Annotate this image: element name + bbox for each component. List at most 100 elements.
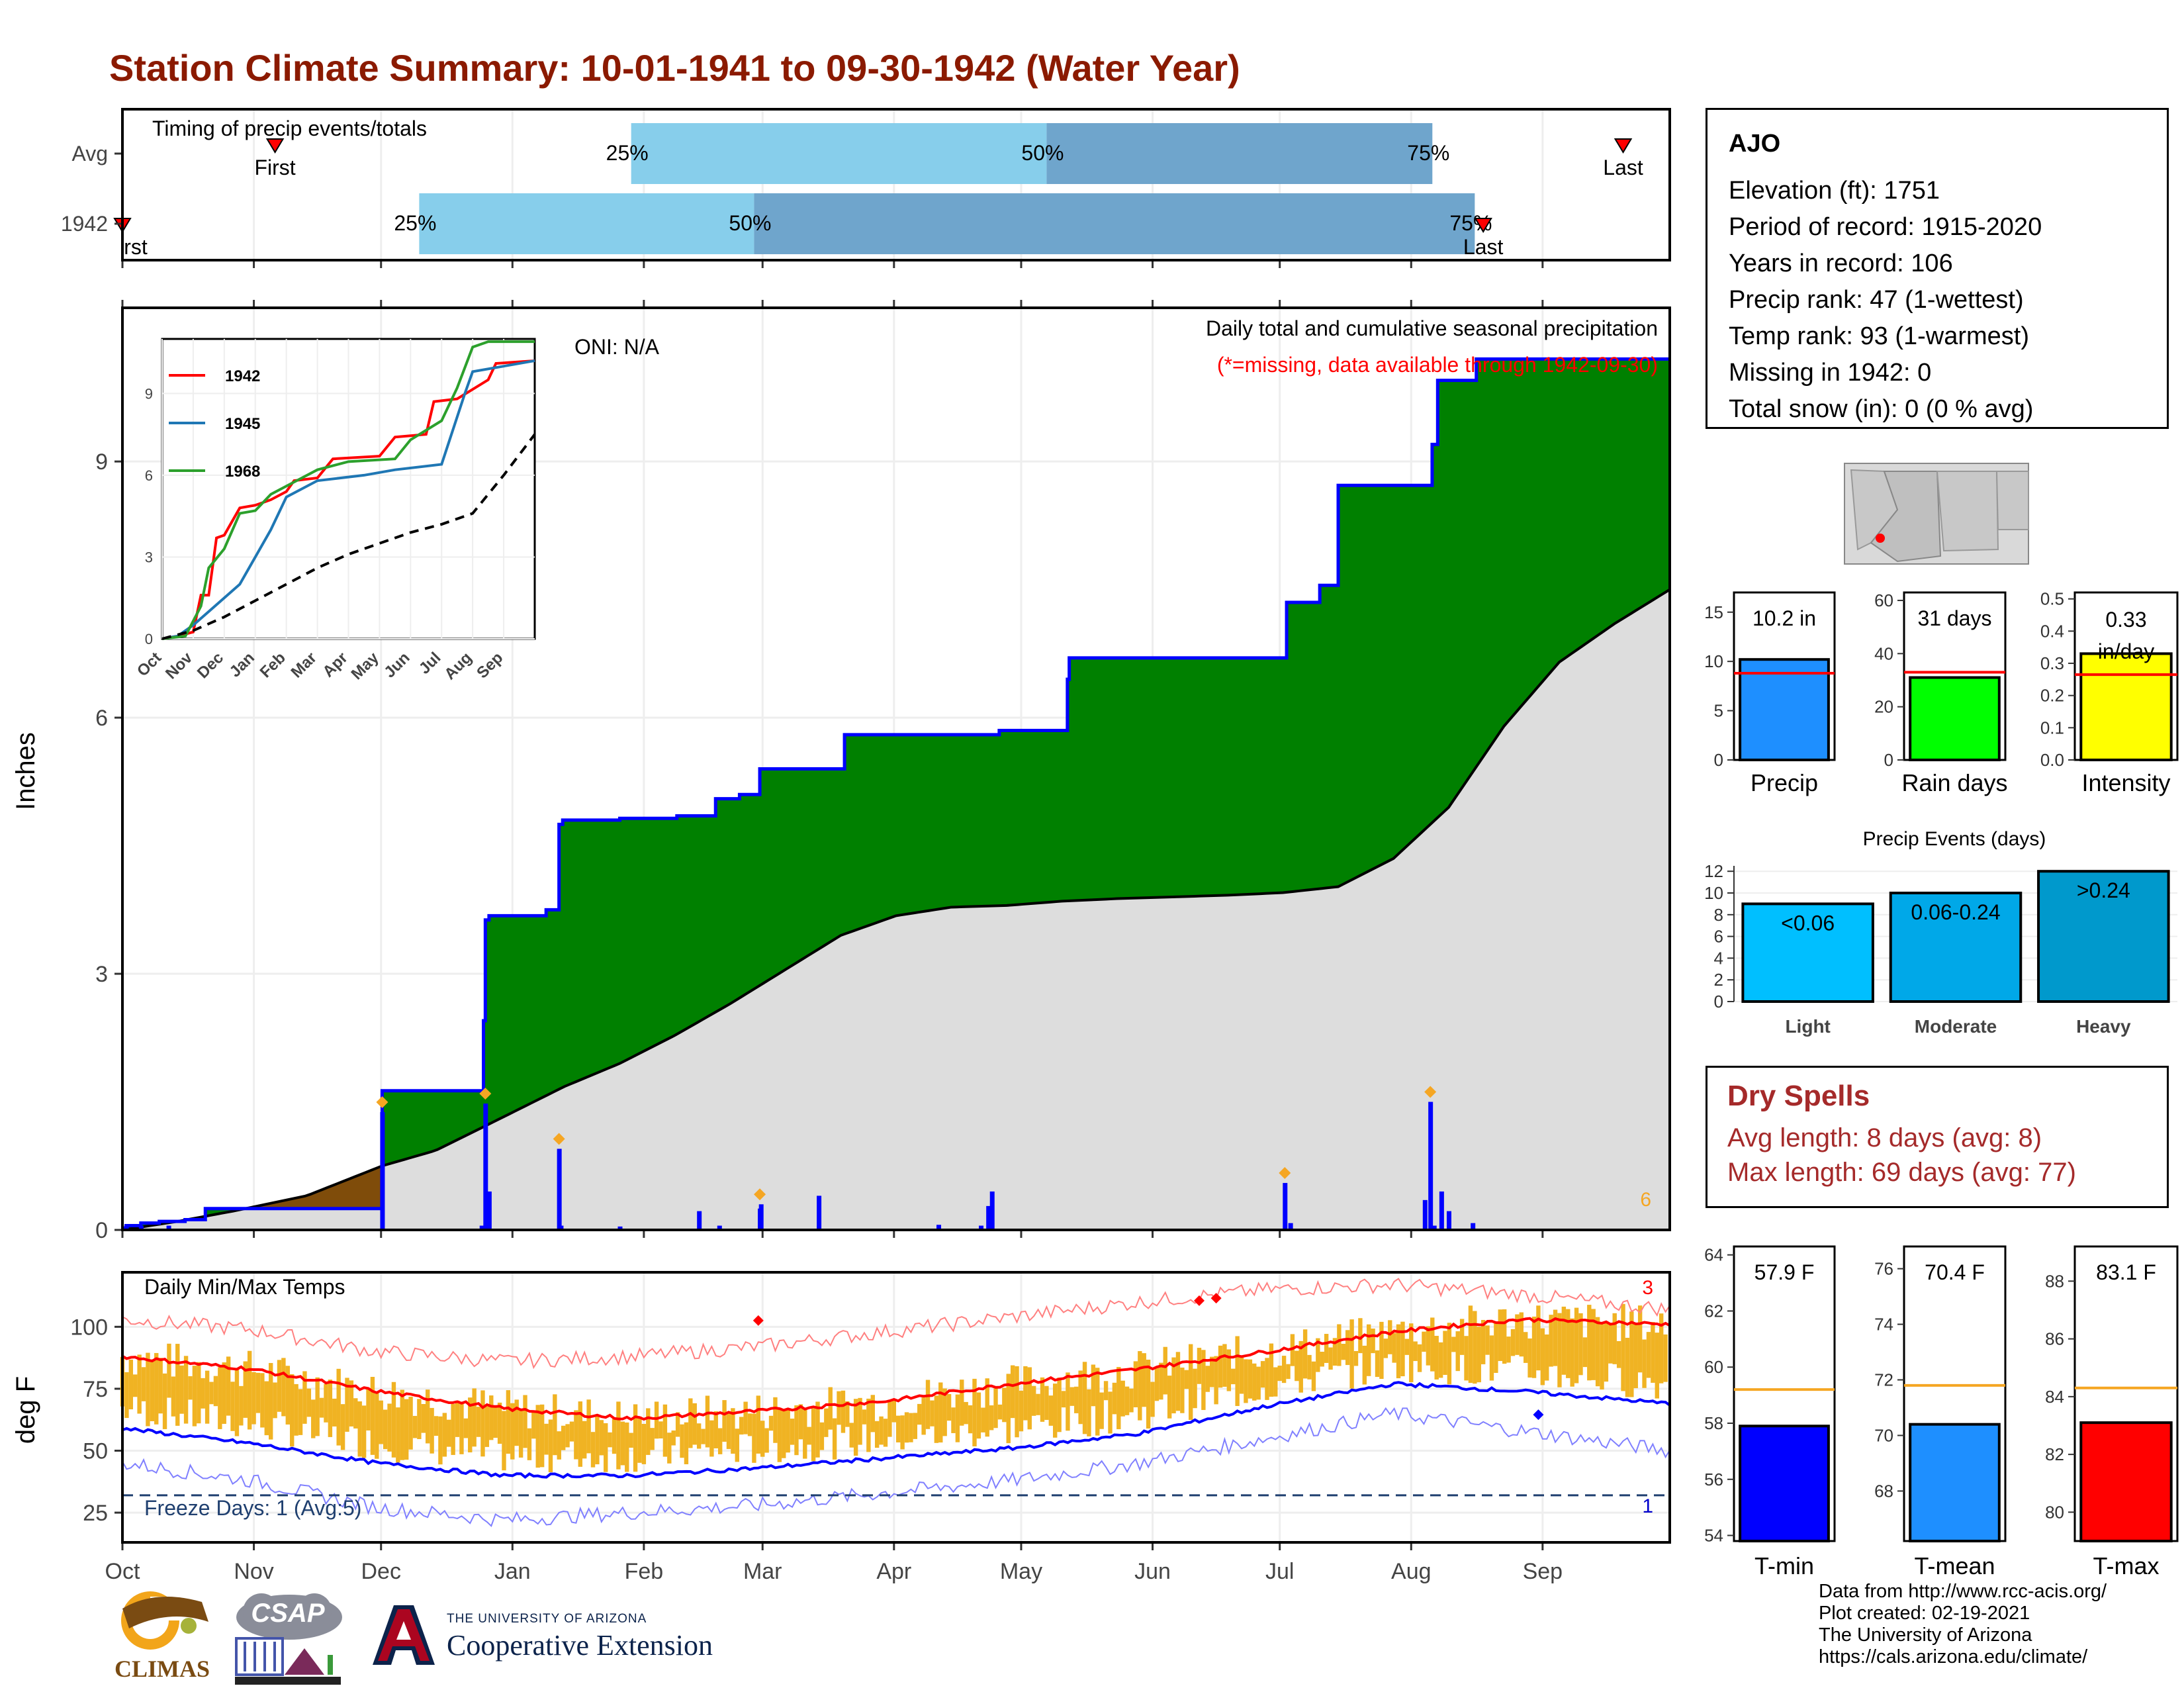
daily-temp-bar (1053, 1383, 1058, 1438)
station-period: Period of record: 1915-2020 (1729, 213, 2042, 241)
daily-temp-bar (595, 1416, 600, 1465)
daily-temp-bar (353, 1398, 358, 1429)
daily-temp-bar (527, 1428, 532, 1460)
daily-temp-bar (1328, 1347, 1333, 1370)
daily-temp-bar (1214, 1356, 1218, 1405)
daily-temp-bar (400, 1389, 404, 1460)
daily-temp-bar (1087, 1389, 1091, 1436)
daily-temp-bar (574, 1410, 578, 1460)
precip-summary-bar (2079, 652, 2173, 762)
daily-temp-bar (1633, 1324, 1638, 1389)
daily-precip-bar (986, 1205, 991, 1230)
daily-temp-bar (1531, 1316, 1537, 1378)
ua-logo-bottom-text: Cooperative Extension (447, 1629, 713, 1662)
month-label: May (1000, 1559, 1042, 1584)
temp-ytick-label: 80 (2045, 1502, 2064, 1522)
timing-q25-label: 25% (394, 211, 436, 235)
daily-temp-bar (273, 1382, 277, 1419)
month-label: Jan (494, 1559, 531, 1584)
daily-temp-bar (773, 1397, 778, 1443)
daily-temp-bar (557, 1431, 561, 1460)
record-precip-marker (1424, 1086, 1437, 1098)
daily-temp-bar (1651, 1322, 1655, 1383)
precip-summary-ytick-label: 60 (1874, 590, 1893, 610)
daily-temp-bar (230, 1382, 235, 1431)
daily-temp-bar (578, 1401, 582, 1467)
page-title: Station Climate Summary: 10-01-1941 to 0… (109, 47, 1240, 89)
daily-temp-bar (1663, 1334, 1668, 1382)
record-precip-marker (479, 1088, 492, 1100)
daily-temp-bar (1286, 1364, 1291, 1380)
daily-temp-bar (218, 1367, 222, 1429)
station-name: AJO (1729, 130, 1781, 158)
daily-temp-bar (866, 1398, 871, 1452)
daily-temp-bar (226, 1356, 231, 1416)
inset-ytick-label: 0 (145, 631, 153, 647)
daily-temp-bar (442, 1413, 447, 1457)
daily-temp-bar (1256, 1366, 1261, 1400)
daily-temp-bar (1273, 1367, 1278, 1397)
ua-a-icon (373, 1605, 435, 1665)
daily-temp-bar (747, 1413, 752, 1436)
daily-temp-bar (502, 1411, 506, 1471)
daily-temp-bar (1252, 1363, 1257, 1401)
daily-temp-bar (569, 1421, 574, 1442)
daily-temp-bar (1307, 1354, 1312, 1380)
daily-temp-bar (251, 1372, 256, 1425)
daily-temp-bar (942, 1388, 947, 1436)
daily-temp-bar (1413, 1341, 1418, 1362)
temp-category-label: T-min (1754, 1552, 1814, 1579)
daily-temp-bar (1353, 1350, 1359, 1366)
daily-temp-bar (684, 1422, 689, 1464)
daily-temp-bar (1044, 1385, 1049, 1420)
daily-temp-bar (222, 1362, 226, 1424)
daily-temp-bar (209, 1382, 214, 1405)
month-label: Aug (1391, 1559, 1432, 1584)
station-temp-rank: Temp rank: 93 (1-warmest) (1729, 322, 2030, 350)
last-event-marker (1614, 138, 1633, 154)
precip-note: (*=missing, data available through 1942-… (1217, 353, 1658, 377)
timing-bar-50-75 (754, 193, 1475, 254)
daily-temp-bar (535, 1405, 540, 1468)
month-label: Mar (743, 1559, 782, 1584)
record-precip-marker (754, 1188, 766, 1201)
events-ytick-label: 10 (1704, 883, 1723, 903)
timing-bar-25-50 (631, 123, 1047, 184)
daily-precip-bar (380, 1112, 385, 1230)
record-low-marker (1533, 1409, 1544, 1421)
daily-temp-bar (849, 1423, 854, 1448)
daily-temp-bar (201, 1378, 205, 1409)
daily-temp-bar (1218, 1345, 1223, 1388)
daily-temp-bar (752, 1413, 756, 1463)
daily-precip-bar (758, 1204, 764, 1230)
inset-series-line (161, 433, 536, 640)
daily-temp-bar (493, 1405, 498, 1438)
inset-ytick-label: 9 (145, 385, 153, 402)
daily-temp-bar (976, 1392, 981, 1439)
daily-temp-bar (604, 1423, 608, 1472)
avg-max-line (121, 1317, 1670, 1421)
daily-temp-bar (1324, 1334, 1329, 1363)
daily-temp-bar (662, 1404, 668, 1457)
precip-summary-value-unit: in/day (2098, 639, 2154, 663)
timing-bar-25-50 (419, 193, 754, 254)
daily-temp-bar (1248, 1359, 1253, 1399)
timing-bar-50-75 (1046, 123, 1433, 184)
daily-temp-bar (387, 1403, 392, 1452)
daily-temp-bar (391, 1382, 396, 1458)
temp-panel-frame (121, 1271, 1671, 1544)
daily-precip-bar (936, 1225, 942, 1230)
daily-temp-bar (1367, 1324, 1371, 1376)
daily-temp-bar (858, 1397, 862, 1445)
precip-summary-value-label: 10.2 in (1752, 606, 1816, 630)
daily-precip-bar (979, 1225, 984, 1230)
station-missing: Missing in 1942: 0 (1729, 359, 1932, 387)
daily-temp-bar (1138, 1351, 1142, 1421)
daily-precip-bar (479, 1225, 484, 1230)
timing-q50-label: 50% (1021, 141, 1064, 165)
daily-temp-bar (1379, 1321, 1384, 1380)
avg-min-line (122, 1381, 1671, 1479)
precip-ytick-label: 3 (95, 962, 108, 987)
station-years: Years in record: 106 (1729, 250, 1953, 277)
events-bar (1741, 902, 1874, 1004)
